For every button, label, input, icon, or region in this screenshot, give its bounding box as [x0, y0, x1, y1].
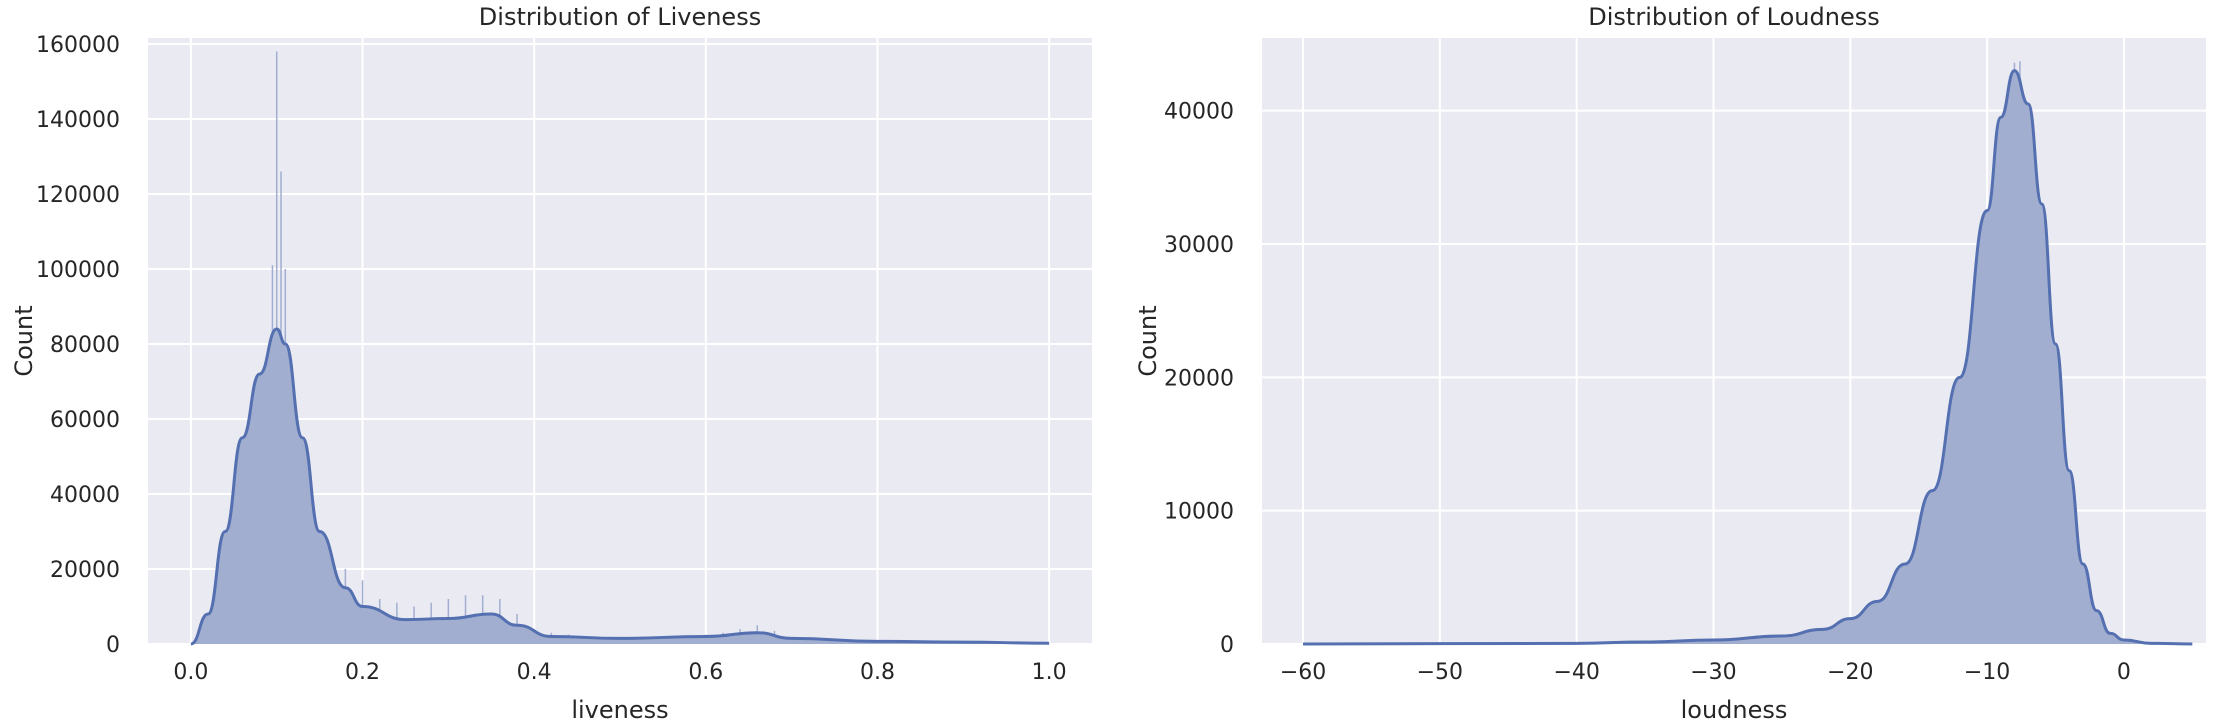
x-tick-label: −10: [1964, 660, 2010, 685]
kde-line: [190, 327, 1050, 646]
y-tick-label: 80000: [50, 333, 120, 358]
y-tick-label: 40000: [1164, 100, 1234, 125]
x-tick-label: 0.8: [860, 660, 895, 685]
x-tick-label: −30: [1690, 660, 1736, 685]
y-tick-label: 160000: [36, 33, 120, 58]
x-axis-label: loudness: [1681, 696, 1788, 724]
histogram-area: [1303, 70, 2193, 644]
y-tick-label: 0: [1220, 633, 1234, 658]
y-axis-label: Count: [1134, 305, 1162, 376]
y-tick-labels: 0 10000 20000 30000 40000: [1164, 100, 1234, 658]
x-tick-labels: −60 −50 −40 −30 −20 −10 0: [1280, 660, 2131, 685]
y-tick-label: 100000: [36, 258, 120, 283]
y-tick-label: 30000: [1164, 233, 1234, 258]
histogram-area: [190, 329, 1050, 644]
loudness-chart: −60 −50 −40 −30 −20 −10 0 0 10000 20000 30000 4000…: [1134, 3, 2206, 724]
y-tick-label: 20000: [1164, 366, 1234, 391]
x-tick-label: −40: [1553, 660, 1599, 685]
y-tick-label: 0: [106, 633, 120, 658]
y-axis-label: Count: [10, 305, 38, 376]
x-tick-label: 0: [2117, 660, 2131, 685]
x-tick-label: 0.6: [688, 660, 723, 685]
y-tick-label: 140000: [36, 108, 120, 133]
x-axis-label: liveness: [571, 696, 668, 724]
y-tick-label: 10000: [1164, 500, 1234, 525]
chart-title: Distribution of Loudness: [1588, 3, 1879, 31]
x-gridlines: [189, 38, 1051, 644]
x-tick-label: 0.2: [345, 660, 380, 685]
kde-line: [1303, 69, 2193, 646]
x-tick-label: −60: [1280, 660, 1326, 685]
y-tick-label: 20000: [50, 558, 120, 583]
y-tick-label: 60000: [50, 408, 120, 433]
y-tick-label: 40000: [50, 483, 120, 508]
x-tick-label: −20: [1827, 660, 1873, 685]
liveness-chart: 0.0 0.2 0.4 0.6 0.8 1.0 0 20000 40000 60000 80000…: [10, 3, 1092, 724]
x-tick-label: −50: [1417, 660, 1463, 685]
x-tick-labels: 0.0 0.2 0.4 0.6 0.8 1.0: [173, 660, 1066, 685]
x-tick-label: 1.0: [1032, 660, 1067, 685]
y-tick-label: 120000: [36, 183, 120, 208]
chart-title: Distribution of Liveness: [479, 3, 761, 31]
x-tick-label: 0.4: [517, 660, 552, 685]
y-tick-labels: 0 20000 40000 60000 80000 100000 120000 140000 1…: [36, 33, 120, 658]
x-tick-label: 0.0: [173, 660, 208, 685]
